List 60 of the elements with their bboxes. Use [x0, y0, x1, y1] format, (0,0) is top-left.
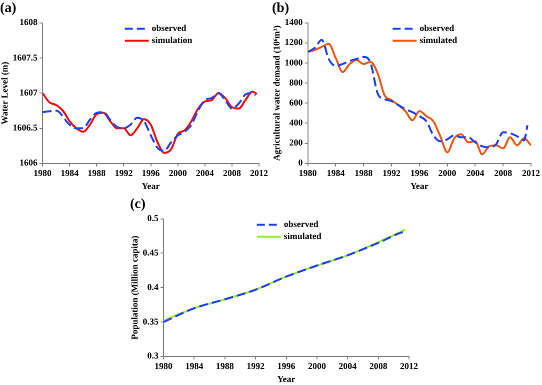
- y-tick-label: 0.35: [142, 316, 160, 326]
- x-tick-label: 2000: [438, 168, 457, 178]
- x-axis-title: Year: [142, 180, 160, 191]
- legend-label: observed: [152, 23, 186, 34]
- x-tick-label: 1984: [185, 361, 204, 372]
- legend-label: simulation: [152, 35, 192, 46]
- x-axis-title: Year: [410, 180, 428, 191]
- chart-title: (b): [272, 1, 290, 16]
- x-tick-label: 1996: [410, 168, 429, 178]
- legend-label: observed: [420, 23, 454, 34]
- y-tick-label: 1200: [284, 37, 304, 48]
- y-tick-label: 600: [289, 97, 304, 108]
- x-tick-label: 1980: [298, 168, 318, 178]
- x-tick-label: 1988: [88, 168, 106, 178]
- y-tick-label: 1607: [20, 87, 38, 98]
- y-tick-label: 200: [289, 138, 304, 148]
- y-axis-title: Population (Million capita): [130, 236, 140, 340]
- x-tick-label: 1980: [154, 361, 174, 372]
- x-tick-label: 1988: [216, 361, 234, 372]
- legend-label: simulated: [420, 35, 458, 46]
- y-tick-label: 0: [298, 158, 304, 168]
- legend-label: simulated: [284, 231, 322, 242]
- x-tick-label: 2000: [308, 361, 326, 372]
- y-tick-label: 0.5: [147, 213, 160, 224]
- y-tick-label: 1400: [284, 17, 304, 28]
- y-tick-label: 1606.5: [12, 122, 38, 133]
- x-tick-label: 2008: [222, 168, 242, 178]
- y-tick-label: 1000: [284, 57, 304, 68]
- y-tick-label: 1606: [20, 158, 38, 168]
- x-tick-label: 2008: [494, 168, 513, 178]
- y-tick-label: 800: [289, 77, 304, 88]
- y-tick-label: 1608: [20, 17, 38, 28]
- x-tick-label: 2012: [400, 361, 418, 372]
- x-tick-label: 1992: [114, 168, 134, 178]
- x-tick-label: 2000: [168, 168, 188, 178]
- y-axis-title: Agricultural water demand (10⁶m³): [272, 25, 282, 161]
- x-tick-label: 2008: [369, 361, 388, 372]
- x-tick-label: 2012: [522, 168, 540, 178]
- x-tick-label: 1992: [246, 361, 266, 372]
- y-axis-title: Water Level (m): [0, 62, 10, 125]
- x-tick-label: 2004: [466, 168, 485, 178]
- y-tick-label: 1607.5: [12, 52, 38, 62]
- x-tick-label: 1984: [60, 168, 80, 178]
- y-tick-label: 0.3: [147, 350, 160, 361]
- x-tick-label: 1980: [34, 168, 52, 178]
- x-tick-label: 1992: [382, 168, 401, 178]
- x-tick-label: 2012: [250, 168, 268, 178]
- x-tick-label: 2004: [338, 361, 358, 372]
- y-tick-label: 0.45: [142, 248, 160, 258]
- x-axis-title: Year: [277, 374, 296, 384]
- x-tick-label: 1984: [326, 168, 346, 178]
- x-tick-label: 1996: [142, 168, 160, 178]
- legend-label: observed: [284, 219, 318, 230]
- chart-title: (a): [0, 1, 17, 16]
- y-tick-label: 0.4: [147, 282, 160, 292]
- x-tick-label: 1988: [354, 168, 374, 178]
- chart-title: (c): [130, 197, 146, 212]
- x-tick-label: 1996: [277, 361, 296, 372]
- y-tick-label: 400: [289, 118, 304, 128]
- x-tick-label: 2004: [196, 168, 214, 178]
